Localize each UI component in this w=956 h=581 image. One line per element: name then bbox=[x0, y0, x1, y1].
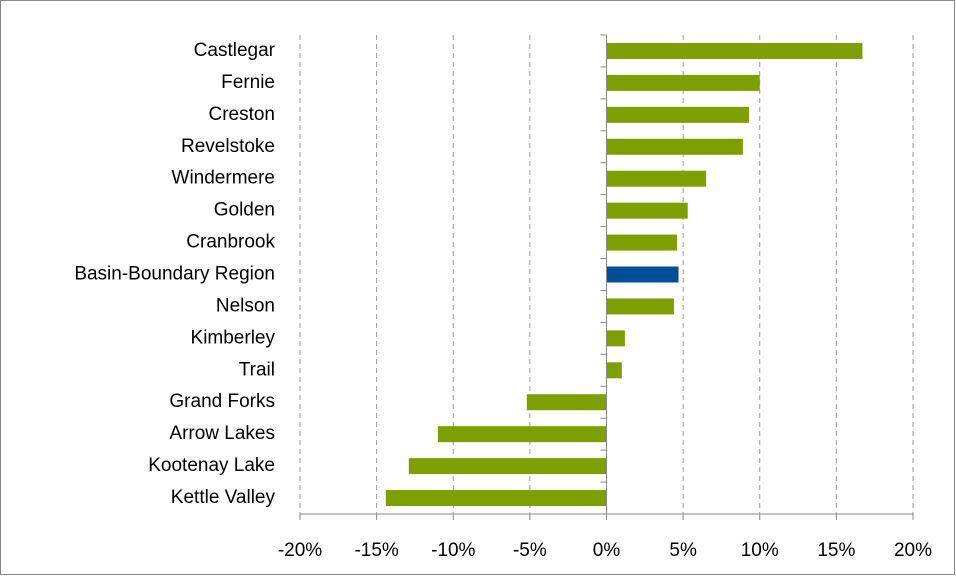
bar bbox=[606, 362, 622, 379]
bar bbox=[606, 266, 679, 283]
y-tick-label: Nelson bbox=[216, 295, 275, 316]
y-tick-label: Kimberley bbox=[191, 327, 276, 348]
x-tick-label: 5% bbox=[669, 540, 697, 561]
y-tick-label: Cranbrook bbox=[186, 232, 275, 253]
y-tick-label: Castlegar bbox=[194, 40, 276, 61]
y-tick-label: Creston bbox=[208, 104, 275, 125]
x-tick-label: -15% bbox=[354, 540, 398, 561]
bar bbox=[606, 106, 750, 123]
bar bbox=[606, 42, 863, 59]
bar bbox=[606, 202, 688, 219]
y-tick-label: Basin-Boundary Region bbox=[74, 264, 275, 285]
bar bbox=[606, 170, 707, 187]
x-tick-label: 15% bbox=[817, 540, 855, 561]
x-tick-label: -5% bbox=[513, 540, 547, 561]
y-tick-label: Windermere bbox=[172, 168, 275, 189]
x-tick-label: 10% bbox=[741, 540, 779, 561]
y-tick-label: Revelstoke bbox=[181, 136, 275, 157]
bar bbox=[606, 138, 743, 155]
bar bbox=[526, 394, 607, 411]
bar bbox=[606, 234, 677, 251]
y-tick-label: Fernie bbox=[221, 72, 275, 93]
bar bbox=[437, 426, 607, 443]
bar bbox=[606, 330, 625, 347]
bar bbox=[385, 490, 607, 507]
x-tick-label: 20% bbox=[894, 540, 932, 561]
bar bbox=[606, 298, 674, 315]
y-tick-label: Golden bbox=[214, 200, 275, 221]
y-tick-label: Trail bbox=[239, 359, 275, 380]
y-tick-label: Arrow Lakes bbox=[169, 423, 275, 444]
y-tick-label: Kettle Valley bbox=[171, 487, 276, 508]
y-tick-label: Grand Forks bbox=[169, 391, 275, 412]
x-tick-label: -10% bbox=[431, 540, 475, 561]
x-tick-label: -20% bbox=[278, 540, 322, 561]
bar bbox=[408, 458, 607, 475]
y-tick-label: Kootenay Lake bbox=[148, 455, 275, 476]
bar bbox=[606, 74, 760, 91]
x-tick-label: 0% bbox=[593, 540, 621, 561]
